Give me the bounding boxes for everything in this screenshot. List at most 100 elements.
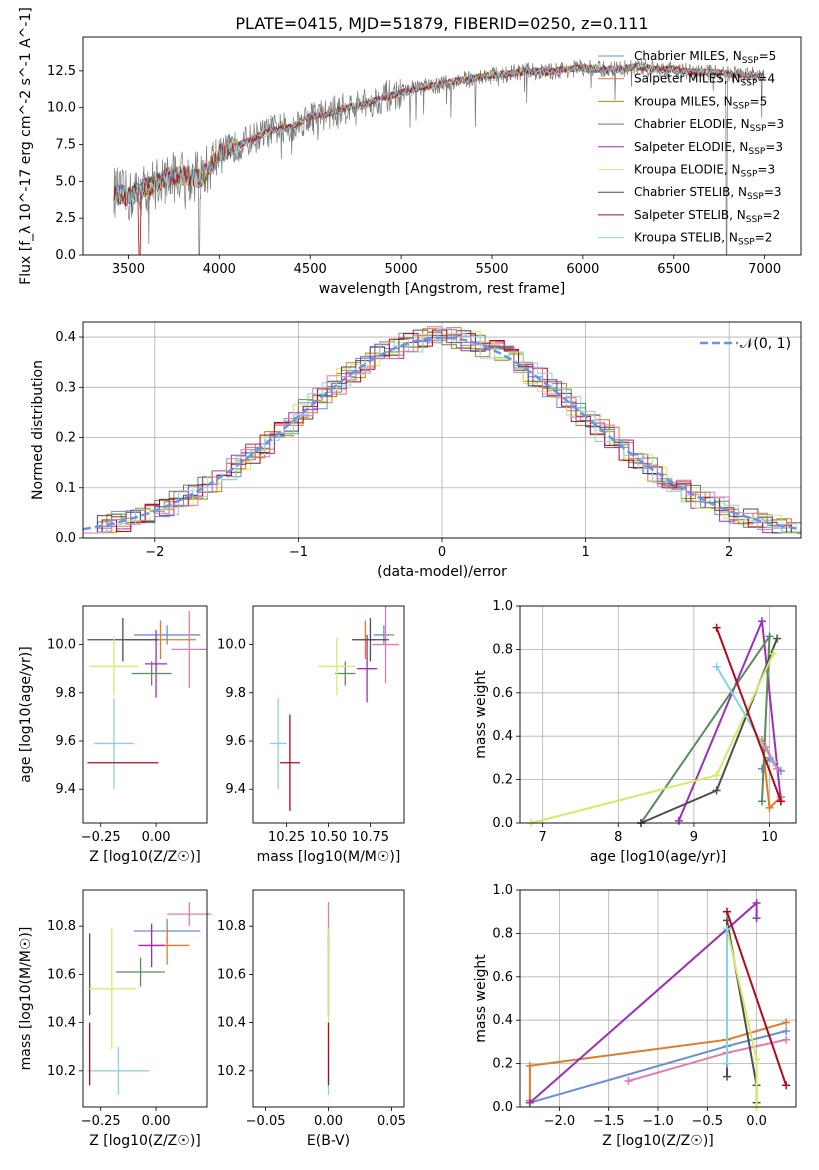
y-tick-label: 9.8	[225, 686, 246, 701]
x-tick-label: 6000	[566, 262, 599, 277]
legend-count: =3	[764, 185, 782, 199]
panel-2-axes	[79, 644, 157, 827]
y-tick-label: 9.4	[225, 782, 246, 797]
panel-3-axes	[249, 644, 371, 827]
legend-subscript: SSP	[741, 79, 758, 89]
legend-count: =5	[750, 94, 768, 108]
legend-entry: Chabrier ELODIE, NSSP=3	[634, 117, 784, 134]
legend-subscript: SSP	[742, 56, 759, 66]
x-tick-label: −0.05	[246, 1114, 286, 1129]
panel-1-axes	[79, 322, 801, 542]
x-tick-label: 10.25	[268, 830, 305, 845]
x-tick-label: −2	[145, 545, 164, 560]
weight-lines	[525, 899, 791, 1111]
legend	[598, 55, 624, 239]
x-tick-label: 7	[539, 830, 547, 845]
x-tick-label: −2.0	[544, 1114, 576, 1129]
y-tick-label: 10.2	[217, 1064, 246, 1079]
y-tick-label: 10.2	[47, 1064, 76, 1079]
y-tick-label: 10.8	[47, 919, 76, 934]
y-tick-label: 0.6	[492, 686, 513, 701]
y-tick-label: 10.6	[217, 967, 246, 982]
panel-6-axes	[249, 925, 392, 1111]
x-tick-label: 6500	[657, 262, 690, 277]
x-tick-label: 2	[725, 545, 733, 560]
x-tick-label: 8	[614, 830, 622, 845]
y-tick-label: 0.4	[492, 729, 513, 744]
panel-1-frame	[82, 321, 802, 539]
histogram-salpeter_stelib	[87, 329, 801, 534]
y-tick-label: 10.0	[47, 638, 76, 653]
panel-5-axes	[79, 925, 157, 1111]
y-tick-label: 0.4	[492, 1013, 513, 1028]
legend-subscript: SSP	[733, 101, 750, 111]
panel-4-frame	[519, 605, 797, 824]
y-tick-label: 9.4	[55, 782, 76, 797]
histograms	[82, 326, 802, 534]
x-axis-label: Z [log10(Z/Z☉)]	[89, 849, 201, 865]
x-axis-label: wavelength [Angstrom, rest frame]	[319, 281, 565, 297]
panel-7-frame	[519, 889, 797, 1108]
legend-entry: Kroupa STELIB, NSSP=2	[634, 231, 772, 248]
x-tick-label: −1.5	[593, 1114, 625, 1129]
y-tick-label: 0.2	[492, 773, 513, 788]
legend-count: =4	[757, 72, 775, 86]
errorbars	[87, 610, 207, 790]
legend-entry: Chabrier MILES, NSSP=5	[634, 49, 776, 66]
legend-subscript: SSP	[747, 192, 764, 202]
x-tick-label: 0.0	[746, 1114, 767, 1129]
y-tick-label: 9.8	[55, 686, 76, 701]
weight-line-kroupa_stelib	[715, 666, 775, 763]
x-tick-label: 4000	[203, 262, 236, 277]
y-tick-label: 2.5	[55, 211, 76, 226]
legend-entry-normal: 𝒩(0, 1)	[740, 336, 791, 352]
weight-line-pink	[764, 746, 778, 770]
legend-entry: Salpeter STELIB, NSSP=2	[634, 208, 780, 225]
y-tick-label: 5.0	[55, 174, 76, 189]
y-tick-label: 0.1	[55, 481, 76, 496]
x-tick-label: 0	[438, 545, 446, 560]
x-tick-label: 9	[690, 830, 698, 845]
y-axis-label: mass [log10(M/M☉)]	[18, 927, 34, 1071]
y-tick-label: 0.0	[55, 248, 76, 263]
x-axis-label: Z [log10(Z/Z☉)]	[89, 1133, 201, 1149]
y-tick-label: 10.0	[217, 638, 246, 653]
x-tick-label: −1.0	[642, 1114, 674, 1129]
x-axis-label: (data-model)/error	[377, 564, 507, 580]
y-tick-label: 0.0	[492, 1100, 513, 1115]
y-tick-label: 10.4	[47, 1016, 76, 1031]
y-tick-label: 0.2	[492, 1057, 513, 1072]
x-axis-label: E(B-V)	[307, 1133, 350, 1149]
weight-line-salpeter_stelib	[726, 911, 788, 1086]
histogram-salpeter_elodie	[87, 334, 801, 534]
legend-count: =2	[755, 231, 773, 245]
weight-line-salpeter_stelib	[715, 627, 782, 802]
y-axis-label: mass weight	[473, 954, 489, 1043]
weight-lines	[527, 617, 785, 827]
legend-subscript: SSP	[748, 147, 765, 157]
panel-0-frame	[82, 36, 802, 256]
y-tick-label: 0.0	[492, 816, 513, 831]
histogram-kroupa_stelib	[92, 327, 801, 534]
normal-curve	[82, 336, 802, 531]
y-tick-label: 0.8	[492, 926, 513, 941]
y-tick-label: 10.6	[47, 967, 76, 982]
weight-line-salpeter_elodie	[529, 900, 758, 1104]
panel-0-axes	[79, 70, 766, 259]
y-tick-label: 0.3	[55, 380, 76, 395]
x-tick-label: 10.50	[310, 830, 347, 845]
y-axis-label: Normed distribution	[30, 360, 46, 500]
panel-3-frame	[252, 605, 405, 824]
x-axis-label: mass [log10(M/M☉)]	[257, 849, 401, 865]
legend-entry: Salpeter MILES, NSSP=4	[634, 72, 775, 89]
x-tick-label: −0.25	[81, 1114, 121, 1129]
y-tick-label: 10.8	[217, 919, 246, 934]
x-tick-label: 5500	[475, 262, 508, 277]
y-tick-label: 0.4	[55, 330, 76, 345]
x-tick-label: 5000	[385, 262, 418, 277]
legend-subscript: SSP	[741, 170, 758, 180]
y-axis-label: mass weight	[473, 670, 489, 759]
y-tick-label: 0.8	[492, 642, 513, 657]
x-tick-label: 10.75	[352, 830, 389, 845]
